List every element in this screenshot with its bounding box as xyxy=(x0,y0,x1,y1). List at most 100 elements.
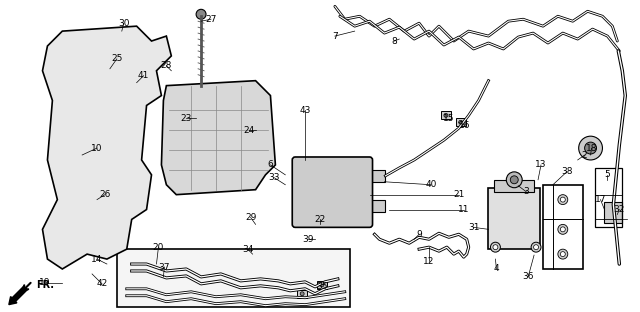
Circle shape xyxy=(243,172,255,184)
Text: 11: 11 xyxy=(458,205,470,214)
Bar xyxy=(367,200,385,212)
Text: 16: 16 xyxy=(459,121,470,130)
Bar xyxy=(543,185,582,269)
Text: 31: 31 xyxy=(468,223,479,232)
Text: 2: 2 xyxy=(582,150,588,159)
Text: 40: 40 xyxy=(426,180,436,189)
Text: 43: 43 xyxy=(300,106,311,115)
Text: 6: 6 xyxy=(268,160,273,169)
Bar xyxy=(595,168,622,227)
Circle shape xyxy=(183,93,189,99)
Text: 15: 15 xyxy=(443,114,454,123)
Circle shape xyxy=(584,142,596,154)
Text: 41: 41 xyxy=(138,71,149,80)
Circle shape xyxy=(311,170,355,213)
Text: 32: 32 xyxy=(614,205,625,214)
Bar xyxy=(117,249,349,307)
Text: 17: 17 xyxy=(595,195,606,204)
Circle shape xyxy=(248,90,253,95)
Text: 37: 37 xyxy=(159,262,170,271)
Text: 35: 35 xyxy=(316,282,328,291)
Circle shape xyxy=(122,56,132,66)
Text: 23: 23 xyxy=(180,114,192,123)
Circle shape xyxy=(79,242,84,247)
Text: 28: 28 xyxy=(161,61,172,70)
Text: 13: 13 xyxy=(535,160,547,169)
Circle shape xyxy=(490,242,500,252)
Polygon shape xyxy=(42,26,172,269)
Text: 4: 4 xyxy=(493,265,499,274)
Circle shape xyxy=(459,120,463,124)
Text: 38: 38 xyxy=(561,167,573,176)
Circle shape xyxy=(99,53,104,58)
Circle shape xyxy=(109,242,115,247)
Polygon shape xyxy=(161,81,275,195)
Text: 9: 9 xyxy=(416,230,422,239)
Circle shape xyxy=(561,197,565,202)
Circle shape xyxy=(183,177,189,183)
Bar xyxy=(495,180,534,192)
Circle shape xyxy=(325,184,341,200)
Text: 5: 5 xyxy=(605,170,611,179)
Circle shape xyxy=(196,9,206,19)
Circle shape xyxy=(79,177,84,182)
Circle shape xyxy=(244,87,257,99)
Circle shape xyxy=(97,51,107,61)
Circle shape xyxy=(558,249,568,259)
Circle shape xyxy=(77,239,87,249)
Circle shape xyxy=(112,180,122,190)
Text: 36: 36 xyxy=(522,272,534,281)
Circle shape xyxy=(561,227,565,232)
Circle shape xyxy=(561,252,565,256)
Bar xyxy=(488,188,540,249)
Circle shape xyxy=(300,292,304,296)
Text: 18: 18 xyxy=(586,144,597,153)
Text: 8: 8 xyxy=(392,37,397,46)
Text: 26: 26 xyxy=(99,190,111,199)
Text: 7: 7 xyxy=(332,32,338,41)
Text: 30: 30 xyxy=(118,19,129,28)
Bar xyxy=(456,118,466,126)
Text: 39: 39 xyxy=(302,235,314,244)
Bar xyxy=(367,170,385,182)
Text: 20: 20 xyxy=(153,243,164,252)
Bar xyxy=(441,111,451,119)
Bar xyxy=(317,281,327,289)
Circle shape xyxy=(124,58,129,63)
Circle shape xyxy=(531,242,541,252)
Circle shape xyxy=(579,136,602,160)
Text: 19: 19 xyxy=(39,278,50,287)
Circle shape xyxy=(107,239,117,249)
Circle shape xyxy=(506,172,522,188)
Text: 21: 21 xyxy=(453,190,465,199)
Circle shape xyxy=(301,160,365,223)
Circle shape xyxy=(510,176,518,184)
Text: 3: 3 xyxy=(524,187,529,196)
Text: 42: 42 xyxy=(97,279,108,288)
FancyBboxPatch shape xyxy=(292,157,372,227)
Circle shape xyxy=(180,174,192,186)
Circle shape xyxy=(77,175,87,185)
Circle shape xyxy=(444,113,448,117)
Text: 34: 34 xyxy=(242,245,253,254)
Bar xyxy=(297,290,307,298)
Text: 22: 22 xyxy=(314,215,326,224)
Text: 27: 27 xyxy=(205,15,217,24)
Text: 14: 14 xyxy=(92,255,102,264)
Text: 25: 25 xyxy=(111,54,122,63)
Text: 33: 33 xyxy=(269,173,280,182)
Circle shape xyxy=(246,175,252,181)
Circle shape xyxy=(558,195,568,205)
Text: 29: 29 xyxy=(245,213,256,222)
Circle shape xyxy=(493,245,498,250)
Circle shape xyxy=(320,283,324,287)
FancyArrow shape xyxy=(9,286,28,305)
Text: FR.: FR. xyxy=(36,280,54,290)
Text: 24: 24 xyxy=(243,126,254,135)
Text: 10: 10 xyxy=(92,144,103,153)
Circle shape xyxy=(534,245,538,250)
Circle shape xyxy=(558,224,568,234)
Circle shape xyxy=(115,182,119,187)
Text: 12: 12 xyxy=(423,256,435,266)
Circle shape xyxy=(180,90,192,101)
